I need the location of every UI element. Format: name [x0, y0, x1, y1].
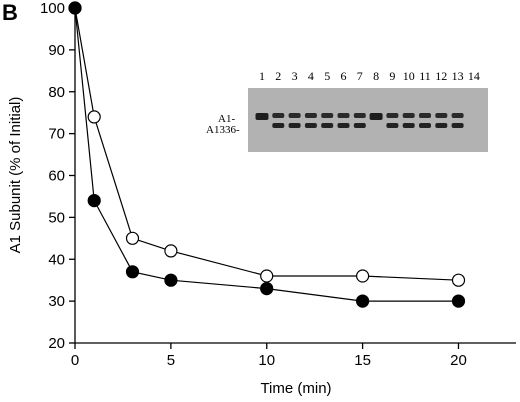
gel-image [248, 88, 488, 152]
series-line [74, 7, 459, 302]
gel-band-a1 [369, 113, 383, 120]
gel-inset: 1 2 3 4 5 6 7 8 9 10 11 12 13 14 A1- A1336- [206, 69, 488, 152]
lane-label: 8 [373, 69, 379, 83]
data-point [260, 282, 274, 296]
gel-band-a1336 [353, 123, 366, 128]
lane-label: 2 [275, 69, 281, 83]
gel-band-a1 [288, 113, 301, 118]
gel-band-a1 [386, 113, 399, 118]
lane-label: 9 [389, 69, 395, 83]
y-axis-title: A1 Subunit (% of Initial) [7, 97, 24, 254]
gel-band-a1 [304, 113, 317, 118]
band-label-a1: A1- [218, 113, 235, 125]
data-point [87, 194, 101, 208]
data-point [451, 273, 466, 287]
gel-band-a1 [435, 113, 448, 118]
lane-label: 12 [435, 69, 447, 83]
data-point [356, 294, 370, 308]
band-label-a1336: A1336- [206, 124, 240, 136]
gel-band-a1336 [451, 123, 464, 128]
gel-lanes: 1 2 3 4 5 6 7 8 9 10 11 12 13 14 [259, 69, 480, 83]
x-tick-label: 20 [450, 352, 467, 369]
y-tick-label: 20 [48, 335, 65, 352]
gel-band-a1 [321, 113, 334, 118]
data-point [356, 269, 370, 283]
data-point [68, 1, 82, 15]
x-axis-title: Time (min) [260, 380, 331, 397]
gel-band-a1 [337, 113, 350, 118]
y-tick-label: 30 [48, 293, 65, 310]
gel-band-a1336 [386, 123, 399, 128]
lane-label: 11 [419, 69, 431, 83]
lane-label: 7 [357, 69, 363, 83]
gel-band-a1336 [419, 123, 431, 128]
gel-band-a1336 [288, 123, 301, 128]
data-point [164, 273, 178, 287]
y-tick-label: 90 [48, 42, 65, 59]
x-ticks: 0 5 10 15 20 [71, 343, 467, 369]
gel-band-a1336 [321, 123, 334, 128]
x-tick-label: 0 [71, 352, 79, 369]
data-point [125, 265, 140, 279]
lane-label: 10 [403, 69, 415, 83]
gel-band-a1 [419, 113, 431, 118]
gel-band-a1336 [337, 123, 350, 128]
series-2 [68, 1, 466, 308]
gel-bands [255, 113, 464, 128]
lane-label: 5 [324, 69, 330, 83]
x-tick-label: 5 [167, 352, 175, 369]
gel-band-a1336 [402, 123, 415, 128]
y-tick-label: 100 [40, 0, 65, 17]
gel-band-a1 [402, 113, 415, 118]
lane-label: 6 [341, 69, 347, 83]
gel-band-a1 [451, 113, 464, 118]
panel-label: B [2, 0, 18, 25]
gel-band-a1336 [272, 123, 285, 128]
gel-image-shade [248, 88, 488, 152]
y-tick-label: 60 [48, 168, 65, 185]
lane-label: 1 [259, 69, 265, 83]
data-point [125, 231, 140, 245]
gel-band-a1 [255, 113, 269, 120]
lane-label: 3 [292, 69, 298, 83]
data-point [164, 244, 178, 258]
y-tick-label: 50 [48, 209, 65, 226]
lane-label: 4 [308, 69, 314, 83]
data-point [260, 269, 274, 283]
y-ticks: 20 30 40 50 60 70 80 90 100 [40, 0, 75, 352]
y-tick-label: 70 [48, 126, 65, 143]
lane-label: 13 [452, 69, 464, 83]
gel-band-a1 [353, 113, 366, 118]
gel-band-a1336 [435, 123, 448, 128]
x-tick-label: 10 [258, 352, 275, 369]
gel-band-a1336 [304, 123, 317, 128]
y-tick-label: 40 [48, 251, 65, 268]
x-tick-label: 15 [354, 352, 371, 369]
data-point [87, 110, 101, 124]
series-1 [68, 1, 466, 287]
y-tick-label: 80 [48, 84, 65, 101]
lane-label: 14 [468, 69, 480, 83]
data-point [451, 294, 466, 308]
gel-band-a1 [272, 113, 285, 118]
series-layer [68, 1, 466, 308]
